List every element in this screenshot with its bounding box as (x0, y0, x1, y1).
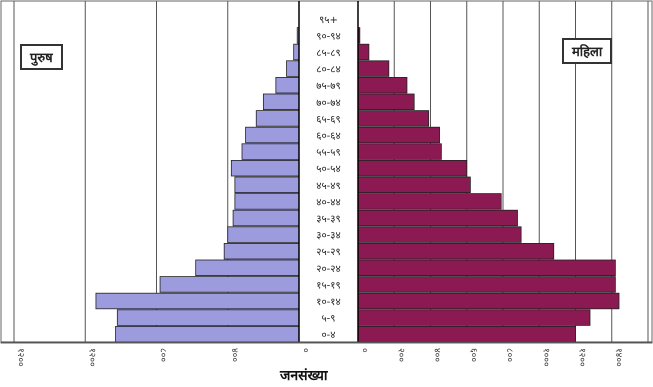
female-bar (357, 292, 620, 310)
left-tick-label: ० (300, 348, 310, 353)
age-group-label: ६०-६४ (316, 131, 340, 142)
left-tick-label: ८०० (158, 348, 168, 362)
female-bar (357, 209, 518, 227)
female-bar (357, 110, 430, 127)
male-bar (255, 110, 300, 127)
female-bar (357, 325, 576, 343)
male-bar (241, 143, 300, 160)
left-tick-label: १२०० (15, 348, 25, 367)
female-bar (357, 77, 408, 94)
male-bar (234, 193, 300, 210)
female-bar (357, 126, 440, 144)
female-bar (357, 276, 616, 293)
male-bar (245, 126, 300, 144)
female-bar (357, 143, 442, 160)
female-bar (357, 159, 468, 177)
male-bar (116, 309, 300, 326)
male-bar (275, 77, 300, 94)
male-bar (262, 93, 300, 111)
male-bar (234, 176, 300, 194)
age-group-label: २५-२९ (316, 247, 340, 258)
age-group-label: ९५+ (319, 15, 338, 26)
age-group-label: ८५-८९ (316, 48, 340, 59)
age-group-label: ७०-७४ (316, 98, 340, 109)
age-group-label: ५०-५४ (316, 164, 340, 175)
age-group-label: ४०-४४ (316, 197, 340, 208)
male-bar (159, 276, 300, 293)
age-group-label: ८०-८४ (316, 65, 340, 76)
female-bar (357, 43, 370, 61)
male-bar (195, 259, 300, 277)
female-bar (357, 93, 415, 111)
male-bar (286, 60, 300, 77)
male-bar (115, 325, 300, 343)
right-tick-label: ८०० (504, 348, 514, 362)
right-tick-label: १२०० (577, 348, 587, 367)
left-tick-label: ४०० (229, 348, 239, 362)
right-tick-label: १४०० (613, 348, 623, 367)
right-tick-label: ४०० (432, 348, 442, 362)
x-axis-label: जनसंख्या (280, 368, 328, 384)
male-bar (223, 242, 300, 260)
age-group-label: १०-१४ (316, 297, 340, 308)
female-label: महिला (562, 38, 613, 64)
female-bar (357, 309, 591, 326)
male-label: पुरुष (20, 44, 63, 70)
age-group-label: २०-२४ (316, 264, 340, 275)
female-bar (357, 176, 471, 194)
age-group-label: ५५-५९ (316, 148, 340, 159)
female-bar (357, 226, 522, 243)
male-bar (95, 292, 300, 310)
male-bar (232, 209, 300, 227)
female-bar (357, 242, 555, 260)
right-tick-label: ० (359, 348, 369, 353)
male-bar (227, 226, 300, 243)
left-tick-label: १२०० (86, 348, 96, 367)
female-bar (357, 60, 390, 77)
age-group-label: ३५-३९ (316, 214, 340, 225)
female-bar (357, 193, 502, 210)
age-group-label: ३०-३४ (316, 231, 340, 242)
right-tick-label: ६०० (468, 348, 478, 362)
right-tick-label: १००० (540, 348, 550, 367)
age-group-label: ६५-६९ (316, 114, 340, 125)
age-group-label: ५-९ (321, 314, 335, 325)
age-group-label: ९०-९४ (316, 31, 340, 42)
male-bar (230, 159, 300, 177)
age-group-label: ७५-७९ (316, 81, 340, 92)
male-bar (293, 43, 300, 61)
age-group-label: ४५-४९ (316, 181, 340, 192)
right-tick-label: २०० (395, 348, 405, 362)
age-group-label: ०-४ (321, 330, 335, 341)
age-group-label: १५-१९ (316, 280, 340, 291)
female-bar (357, 259, 616, 277)
